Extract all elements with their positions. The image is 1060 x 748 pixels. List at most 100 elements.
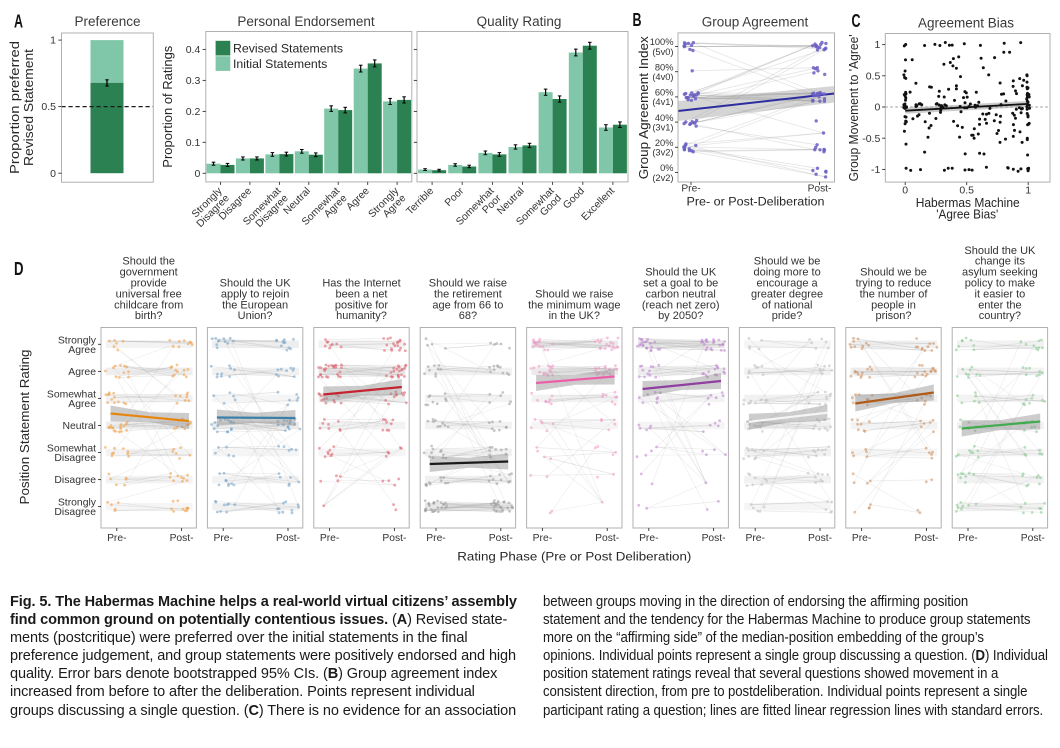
svg-text:(2v2): (2v2): [652, 173, 673, 183]
svg-text:it easier to: it easier to: [975, 288, 1026, 300]
svg-text:Disagree: Disagree: [54, 475, 96, 486]
svg-text:-0.5: -0.5: [862, 133, 880, 145]
svg-text:'Agree Bias': 'Agree Bias': [936, 208, 998, 222]
svg-text:Pre-: Pre-: [681, 184, 700, 195]
svg-text:0%: 0%: [660, 163, 673, 173]
svg-text:Agree: Agree: [68, 367, 96, 378]
svg-text:D: D: [14, 259, 24, 279]
svg-text:Pre-: Pre-: [852, 533, 871, 544]
svg-text:Pre-: Pre-: [533, 533, 552, 544]
svg-text:Proportion of Ratings: Proportion of Ratings: [160, 45, 175, 167]
svg-text:80%: 80%: [655, 62, 674, 72]
svg-text:set a goal to be: set a goal to be: [643, 278, 718, 290]
svg-text:Post-: Post-: [808, 184, 832, 195]
svg-text:-1: -1: [871, 164, 880, 176]
svg-text:country?: country?: [979, 310, 1021, 322]
svg-text:Neutral: Neutral: [63, 421, 97, 432]
svg-text:(4v0): (4v0): [652, 72, 673, 82]
svg-text:Should we be: Should we be: [860, 267, 927, 279]
svg-text:Pre-: Pre-: [107, 533, 126, 544]
svg-text:Preference: Preference: [74, 14, 140, 29]
svg-text:the minimum wage: the minimum wage: [528, 299, 620, 311]
svg-text:Habermas Machine: Habermas Machine: [916, 196, 1020, 210]
svg-text:universal free: universal free: [116, 288, 182, 300]
svg-text:provide: provide: [131, 278, 167, 290]
svg-text:Agree: Agree: [68, 399, 96, 410]
svg-text:Post-: Post-: [489, 533, 513, 544]
svg-text:Should the UK: Should the UK: [220, 278, 292, 290]
svg-text:Post-: Post-: [914, 533, 938, 544]
svg-text:Position Statement Rating: Position Statement Rating: [17, 350, 32, 505]
svg-text:Pre-: Pre-: [320, 533, 339, 544]
svg-text:Terrible: Terrible: [405, 186, 437, 218]
svg-text:the number of: the number of: [860, 288, 929, 300]
svg-text:0.4: 0.4: [186, 44, 201, 56]
svg-text:Proportion preferred: Proportion preferred: [7, 41, 22, 174]
svg-text:20%: 20%: [655, 138, 674, 148]
svg-text:Post-: Post-: [595, 533, 619, 544]
svg-text:0.2: 0.2: [186, 106, 201, 118]
svg-text:Should the UK: Should the UK: [645, 267, 717, 279]
svg-text:0: 0: [194, 168, 200, 180]
svg-text:0: 0: [874, 102, 880, 114]
svg-text:Has the Internet: Has the Internet: [322, 278, 400, 290]
svg-text:by 2050?: by 2050?: [658, 310, 703, 322]
svg-text:40%: 40%: [655, 113, 674, 123]
svg-text:0: 0: [50, 168, 56, 180]
svg-text:Post-: Post-: [808, 533, 832, 544]
svg-text:positive for: positive for: [335, 299, 389, 311]
svg-text:Excellent: Excellent: [580, 186, 617, 223]
svg-text:Somewhat: Somewhat: [47, 389, 96, 400]
svg-text:been a net: been a net: [336, 288, 388, 300]
svg-text:Should we raise: Should we raise: [429, 278, 507, 290]
svg-text:(3v1): (3v1): [652, 122, 673, 132]
svg-text:Somewhat: Somewhat: [47, 444, 96, 455]
svg-text:0.5: 0.5: [41, 101, 56, 113]
svg-text:(5v0): (5v0): [652, 47, 673, 57]
svg-text:Should we raise: Should we raise: [535, 288, 613, 300]
svg-text:encourage a: encourage a: [757, 278, 819, 290]
svg-text:greater degree: greater degree: [751, 288, 823, 300]
svg-text:A: A: [14, 11, 23, 31]
svg-text:0.3: 0.3: [186, 75, 201, 87]
svg-text:doing more to: doing more to: [753, 267, 820, 279]
svg-text:Pre-: Pre-: [745, 533, 764, 544]
svg-text:Should we be: Should we be: [754, 256, 821, 268]
svg-text:Post-: Post-: [170, 533, 194, 544]
svg-text:Agree: Agree: [345, 186, 372, 213]
svg-text:Personal Endorsement: Personal Endorsement: [237, 14, 375, 29]
svg-text:Group Agreement: Group Agreement: [702, 15, 809, 30]
svg-text:StronglyAgree: StronglyAgree: [367, 185, 409, 227]
svg-text:the European: the European: [222, 299, 288, 311]
svg-text:humanity?: humanity?: [336, 310, 387, 322]
svg-text:Union?: Union?: [238, 310, 273, 322]
svg-text:Pre-: Pre-: [426, 533, 445, 544]
svg-text:Quality Rating: Quality Rating: [477, 14, 562, 29]
svg-text:1: 1: [50, 35, 56, 47]
svg-text:Post-: Post-: [382, 533, 406, 544]
svg-text:birth?: birth?: [135, 310, 163, 322]
svg-text:60%: 60%: [655, 88, 674, 98]
svg-text:policy to make: policy to make: [965, 278, 1035, 290]
svg-text:Revised Statement: Revised Statement: [21, 49, 36, 166]
svg-text:Post-: Post-: [1021, 533, 1045, 544]
svg-text:Revised Statements: Revised Statements: [233, 42, 343, 56]
svg-text:C: C: [852, 11, 861, 31]
svg-text:Should the UK: Should the UK: [964, 245, 1036, 257]
svg-text:of national: of national: [762, 299, 813, 311]
svg-text:Disagree: Disagree: [54, 507, 96, 518]
svg-text:(3v2): (3v2): [652, 148, 673, 158]
svg-text:in the UK?: in the UK?: [549, 310, 600, 322]
svg-text:Post-: Post-: [702, 533, 726, 544]
svg-text:Group Agreement Index: Group Agreement Index: [636, 36, 651, 180]
svg-text:people in: people in: [871, 299, 916, 311]
svg-text:carbon neutral: carbon neutral: [646, 288, 716, 300]
svg-text:enter the: enter the: [978, 299, 1021, 311]
svg-text:0.5: 0.5: [959, 185, 974, 197]
svg-text:Agreement Bias: Agreement Bias: [918, 16, 1014, 31]
svg-text:Initial Statements: Initial Statements: [233, 57, 327, 71]
svg-text:age from 66 to: age from 66 to: [432, 299, 503, 311]
svg-text:trying to reduce: trying to reduce: [856, 278, 932, 290]
svg-text:the retirement: the retirement: [434, 288, 502, 300]
svg-text:Pre- or Post-Deliberation: Pre- or Post-Deliberation: [687, 195, 825, 209]
